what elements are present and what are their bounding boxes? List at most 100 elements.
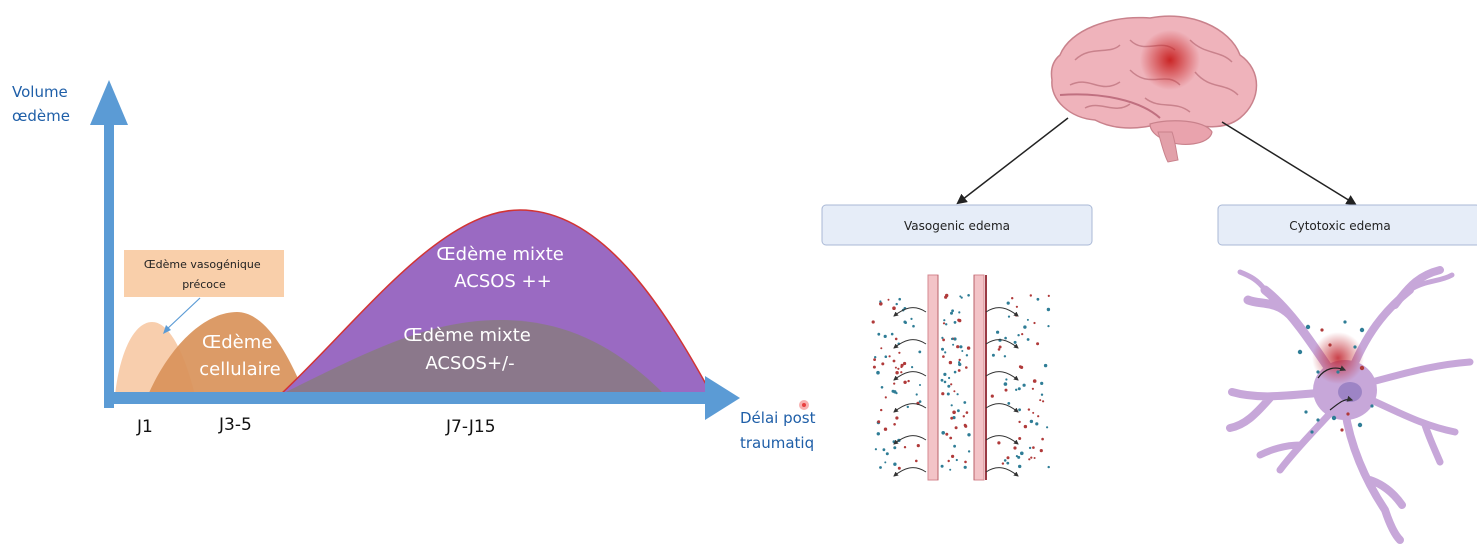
cursor-dot — [799, 400, 809, 410]
particle-dot — [887, 298, 890, 301]
particle-dot — [963, 401, 967, 404]
particle-dot — [1042, 400, 1045, 403]
particle-dot — [955, 458, 958, 462]
particle-dot — [943, 319, 946, 322]
callout-label: Œdème vasogénique précoce — [144, 258, 264, 291]
particle-dot — [1021, 333, 1024, 336]
particle-dot — [884, 461, 887, 464]
particle-dot — [967, 294, 970, 297]
particle-dot — [1004, 388, 1008, 392]
particle-dot — [1328, 343, 1332, 347]
particle-dot — [890, 332, 894, 336]
particle-dot — [966, 346, 971, 350]
edema-types-diagram: Vasogenic edema Cytotoxic edema — [821, 15, 1477, 544]
particle-dot — [888, 355, 891, 358]
particle-dot — [918, 350, 922, 354]
particle-dot — [942, 355, 945, 358]
particle-dot — [1004, 336, 1007, 340]
particle-dot — [1028, 446, 1032, 450]
particle-dot — [945, 432, 949, 436]
particle-dot — [953, 337, 957, 341]
particle-dot — [1305, 324, 1311, 330]
particle-dot — [958, 318, 962, 323]
particle-dot — [1297, 349, 1303, 355]
vessel-wall-illustration — [871, 274, 1051, 481]
particle-dot — [1041, 437, 1044, 441]
particle-dot — [903, 446, 907, 449]
particle-dot — [953, 321, 957, 324]
tick-label-j7-j15: J7-J15 — [445, 417, 496, 437]
particle-dot — [915, 459, 918, 463]
particle-dot — [877, 420, 881, 424]
flux-arrow — [985, 467, 1019, 477]
early-edema-callout: Œdème vasogénique précoce — [124, 250, 284, 334]
particle-dot — [903, 361, 907, 366]
particle-dot — [1028, 458, 1031, 461]
arrow-to-vasogenic — [956, 117, 1069, 205]
particle-dot — [962, 415, 965, 418]
particle-dot — [912, 324, 915, 328]
particle-dot — [943, 372, 947, 376]
particle-dot — [874, 356, 877, 359]
particle-dot — [903, 320, 907, 324]
arrow-to-cytotoxic — [1221, 121, 1357, 206]
particle-dot — [960, 296, 963, 299]
particle-dot — [950, 337, 954, 341]
neuron-illustration — [1226, 266, 1474, 544]
vasogenic-edema-box: Vasogenic edema — [821, 204, 1093, 246]
particle-dot — [1029, 294, 1033, 297]
particle-dot — [964, 460, 967, 464]
particle-dot — [1022, 383, 1026, 387]
edema-timeline-chart: Volume œdème Délai post traumatiq J1 J3-… — [12, 80, 816, 452]
particle-dot — [1040, 393, 1044, 396]
particle-dot — [1036, 297, 1040, 301]
particle-dot — [1032, 411, 1035, 414]
particle-dot — [950, 383, 953, 386]
particle-dot — [1011, 297, 1014, 300]
tick-label-j1: J1 — [136, 417, 153, 437]
particle-dot — [1026, 338, 1030, 341]
particle-dot — [1336, 370, 1340, 374]
particle-dot — [1018, 464, 1022, 469]
particle-dot — [953, 444, 956, 448]
particle-dot — [1017, 455, 1021, 459]
particle-dot — [885, 452, 889, 456]
flux-arrow — [985, 435, 1019, 445]
mixed-high-wave-label: Œdème mixte ACSOS ++ — [436, 244, 569, 292]
particle-dot — [944, 351, 947, 354]
particle-dot — [915, 393, 918, 396]
particle-dot — [963, 465, 967, 469]
particle-dot — [895, 302, 898, 306]
flux-arrow — [893, 467, 927, 477]
particle-dot — [1003, 355, 1007, 358]
particle-dot — [1001, 462, 1005, 465]
particle-dot — [950, 404, 953, 407]
particle-dot — [956, 393, 959, 396]
particle-dot — [1370, 404, 1374, 408]
particle-dot — [1033, 457, 1036, 459]
particle-dot — [1006, 461, 1010, 465]
particle-dot — [941, 347, 944, 351]
particle-dot — [1033, 321, 1036, 325]
particle-dot — [941, 336, 944, 339]
particle-dot — [1003, 459, 1007, 462]
particle-dot — [1006, 301, 1010, 305]
particle-dot — [881, 362, 885, 366]
particle-dot — [998, 345, 1002, 349]
particle-dot — [946, 392, 950, 396]
particle-dot — [952, 343, 955, 346]
particle-dot — [900, 371, 903, 374]
mixed-low-wave — [280, 320, 665, 395]
particle-dot — [1046, 307, 1051, 312]
particle-dot — [967, 450, 971, 453]
particle-dot — [898, 351, 901, 354]
particle-dot — [941, 431, 945, 435]
particle-dot — [951, 454, 955, 458]
particle-dot — [1032, 446, 1035, 449]
particle-dot — [958, 358, 961, 362]
particle-dot — [1047, 325, 1050, 328]
particle-dot — [879, 300, 882, 303]
particle-dot — [1359, 327, 1365, 333]
vasogenic-edema-label: Vasogenic edema — [904, 219, 1010, 233]
